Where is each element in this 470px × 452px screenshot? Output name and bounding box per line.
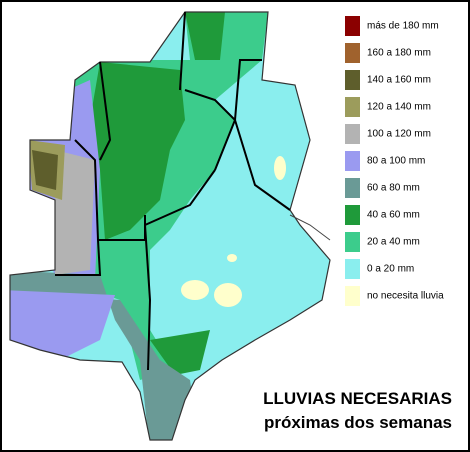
coast-outline: [9, 11, 331, 441]
legend-swatch: [345, 259, 360, 279]
legend-swatch: [345, 286, 360, 306]
legend-label: 20 a 40 mm: [367, 237, 420, 248]
legend-label: 100 a 120 mm: [367, 129, 431, 140]
legend-swatch: [345, 124, 360, 144]
region-100-120: [55, 150, 95, 275]
region-no-rain-1: [181, 280, 209, 300]
region-80-100-south: [10, 290, 115, 360]
legend-label: más de 180 mm: [367, 21, 439, 32]
legend-swatch: [345, 178, 360, 198]
legend-swatch: [345, 70, 360, 90]
title-line-1: LLUVIAS NECESARIAS: [263, 389, 452, 408]
legend-label: 60 a 80 mm: [367, 183, 420, 194]
legend-label: 80 a 100 mm: [367, 156, 425, 167]
region-no-rain-3: [274, 156, 286, 180]
title-line-2: próximas dos semanas: [264, 413, 452, 432]
region-40-60-south: [150, 330, 210, 375]
legend-label: 120 a 140 mm: [367, 102, 431, 113]
region-no-rain-4: [227, 254, 237, 262]
region-40-60: [90, 62, 185, 240]
province-borders: [55, 11, 291, 371]
legend-label: 40 a 60 mm: [367, 210, 420, 221]
legend-label: no necesita lluvia: [367, 291, 444, 302]
legend-label: 140 a 160 mm: [367, 75, 431, 86]
legend: más de 180 mm 160 a 180 mm 140 a 160 mm 120…: [345, 16, 444, 306]
legend-swatch: [345, 232, 360, 252]
legend-label: 160 a 180 mm: [367, 48, 431, 59]
legend-swatch: [345, 97, 360, 117]
region-140-160: [32, 150, 58, 190]
region-40-60-north: [185, 12, 225, 60]
region-60-80: [10, 270, 200, 440]
legend-swatch: [345, 16, 360, 36]
legend-swatch: [345, 205, 360, 225]
legend-swatch: [345, 43, 360, 63]
river: [289, 214, 331, 241]
legend-label: 0 a 20 mm: [367, 264, 414, 275]
legend-swatch: [345, 151, 360, 171]
region-no-rain-2: [214, 283, 242, 307]
